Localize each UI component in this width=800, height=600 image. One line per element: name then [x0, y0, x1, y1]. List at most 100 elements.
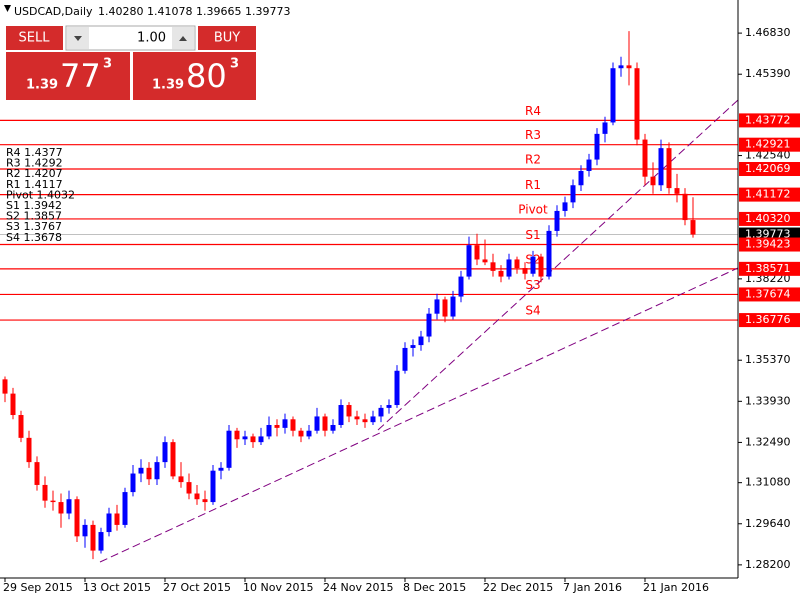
- candle-body: [2, 379, 8, 394]
- level-name: Pivot: [518, 202, 548, 216]
- candle-body: [578, 170, 584, 186]
- sell-label[interactable]: SELL: [19, 31, 51, 46]
- candle-body: [114, 513, 120, 525]
- candle-body: [154, 462, 160, 480]
- y-tick-label: 1.32490: [745, 435, 791, 448]
- level-price-label: 1.40320: [745, 212, 791, 225]
- level-price-box: [739, 187, 800, 202]
- candle-body: [570, 185, 576, 203]
- current-price-label: 1.39773: [745, 228, 791, 241]
- level-name: S4: [525, 304, 540, 318]
- candle-body: [98, 532, 104, 551]
- candle-body: [186, 482, 192, 494]
- buy-button[interactable]: [198, 26, 256, 50]
- candle-body: [594, 133, 600, 160]
- candle-body: [682, 193, 688, 221]
- pivot-info-line: R4 1.4377: [6, 146, 63, 159]
- candle-body: [354, 416, 360, 420]
- candle-body: [546, 230, 552, 277]
- buy-price-point: 3: [230, 57, 239, 72]
- candle-body: [250, 436, 256, 443]
- level-price-label: 1.38571: [745, 262, 791, 275]
- candle-body: [586, 159, 592, 171]
- level-price-box: [739, 313, 800, 328]
- level-price-box: [739, 237, 800, 252]
- candle-body: [266, 425, 272, 437]
- candle-body: [138, 467, 144, 474]
- sell-button[interactable]: [6, 26, 63, 50]
- candle-body: [162, 442, 168, 463]
- candle-body: [314, 416, 320, 431]
- level-name: R4: [525, 104, 541, 118]
- level-price-box: [739, 287, 800, 302]
- candle-body: [538, 256, 544, 277]
- candle-body: [474, 245, 480, 260]
- x-tick-label: 22 Dec 2015: [483, 581, 553, 594]
- candle-body: [218, 467, 224, 471]
- candle-body: [554, 210, 560, 231]
- candle-body: [666, 148, 672, 189]
- down-arrow: [74, 36, 82, 41]
- level-price-label: 1.42069: [745, 162, 791, 175]
- x-tick-label: 8 Dec 2015: [403, 581, 466, 594]
- y-tick-label: 1.31080: [745, 476, 791, 489]
- candle-body: [234, 430, 240, 440]
- x-tick-label: 29 Sep 2015: [3, 581, 73, 594]
- candle-body: [482, 259, 488, 263]
- up-arrow: [179, 36, 187, 41]
- level-price-box: [739, 211, 800, 226]
- pivot-info-line: R3 1.4292: [6, 157, 63, 170]
- candle-body: [378, 407, 384, 417]
- candle-body: [242, 436, 248, 440]
- candle-body: [370, 416, 376, 423]
- candle-body: [274, 425, 280, 428]
- candle-body: [418, 336, 424, 346]
- candle-body: [210, 470, 216, 503]
- candle-body: [386, 405, 392, 408]
- sell-price-box[interactable]: [6, 52, 130, 100]
- candle-body: [290, 419, 296, 431]
- candle-body: [50, 500, 56, 503]
- candle-body: [34, 462, 40, 485]
- level-price-label: 1.36776: [745, 313, 791, 326]
- level-price-box: [739, 162, 800, 177]
- trade-panel: SELL 1.00 BUY 1.39 77 3 1.39 80 3: [6, 25, 256, 100]
- candle-body: [514, 259, 520, 269]
- candle-body: [426, 313, 432, 337]
- buy-price-big: 1.39: [152, 78, 184, 93]
- level-price-label: 1.43772: [745, 113, 791, 126]
- trendline: [99, 267, 739, 563]
- candle-body: [394, 370, 400, 406]
- candle-body: [258, 436, 264, 443]
- candle-body: [458, 276, 464, 297]
- candle-body: [402, 347, 408, 371]
- candle-body: [322, 416, 328, 431]
- buy-price-box[interactable]: [133, 52, 256, 100]
- x-tick-label: 13 Oct 2015: [83, 581, 151, 594]
- candle-body: [26, 437, 32, 463]
- candle-body: [226, 430, 232, 468]
- level-name: R3: [525, 128, 541, 142]
- candle-body: [58, 502, 64, 514]
- candle-body: [66, 499, 72, 514]
- level-price-box: [739, 113, 800, 128]
- pivot-info-line: R2 1.4207: [6, 167, 63, 180]
- trendlines: [99, 99, 739, 563]
- candle-body: [18, 415, 24, 438]
- y-tick-label: 1.42540: [745, 149, 791, 162]
- candle-body: [530, 256, 536, 274]
- candle-body: [522, 268, 528, 274]
- x-tick-label: 27 Oct 2015: [163, 581, 231, 594]
- level-name: R1: [525, 178, 541, 192]
- candle-body: [202, 499, 208, 503]
- candle-body: [658, 148, 664, 186]
- candle-body: [450, 296, 456, 317]
- chart-title: USDCAD,Daily: [14, 5, 93, 18]
- buy-label[interactable]: BUY: [214, 31, 240, 46]
- pivot-info-line: S4 1.3678: [6, 231, 62, 244]
- candle-body: [346, 405, 352, 417]
- level-name: S3: [525, 278, 540, 292]
- x-tick-label: 10 Nov 2015: [243, 581, 313, 594]
